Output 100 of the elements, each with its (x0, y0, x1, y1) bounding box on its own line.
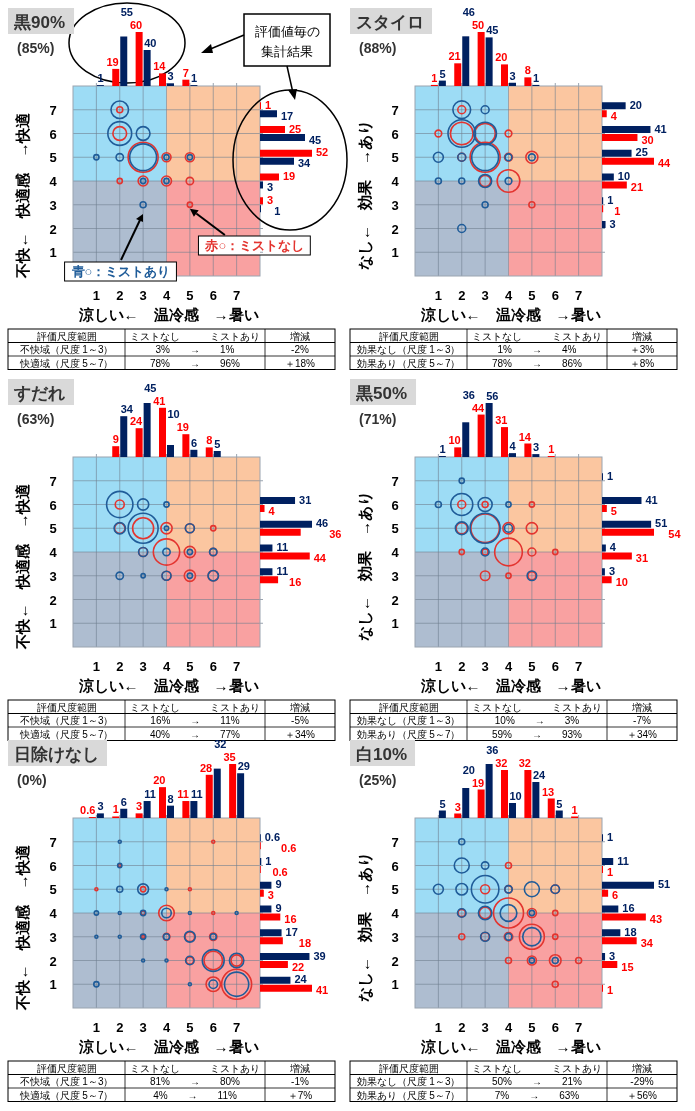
y-tick-label: 4 (391, 906, 400, 921)
data-label: 31 (635, 552, 649, 564)
data-label: 34 (298, 157, 312, 170)
data-label: 45 (486, 24, 499, 37)
data-label: 10 (617, 170, 631, 182)
text: ミストなし ミストあり (472, 1062, 602, 1074)
y-tick-label: 5 (49, 521, 57, 537)
data-label: 43 (649, 913, 663, 925)
text: -29% (630, 1076, 654, 1087)
data-label: 19 (471, 776, 485, 789)
data-label: 10 (448, 434, 461, 447)
data-label: 9 (275, 878, 282, 891)
data-label: 1 (265, 98, 272, 111)
data-label: 1 (112, 803, 119, 816)
data-label: 7 (182, 66, 189, 79)
data-label: 6 (120, 795, 127, 808)
x-tick-label: 2 (458, 1020, 466, 1035)
data-label: 55 (120, 6, 133, 18)
x-tick-label: 3 (481, 659, 489, 674)
x-tick-label: 1 (92, 659, 100, 674)
data-label: 31 (495, 414, 508, 427)
data-label: 3 (609, 217, 616, 230)
x-tick-label: 6 (551, 288, 559, 303)
y-tick-label: 5 (391, 150, 399, 166)
x-axis-title: 涼しい← 温冷感 →暑い (77, 306, 259, 323)
data-label: 29 (237, 760, 250, 773)
data-label: 8 (167, 792, 174, 805)
data-label: 10 (509, 790, 522, 802)
y-axis-title: 不快← 快適感 →快適 (14, 111, 31, 279)
text: ＋18% (284, 357, 316, 369)
data-label: 11 (144, 788, 156, 801)
text: 効果あり（尺度 5～7） (356, 357, 461, 369)
x-tick-label: 5 (186, 659, 194, 674)
text: 増減 (631, 701, 652, 713)
data-label: 3 (608, 564, 616, 577)
y-tick-label: 6 (49, 126, 57, 142)
chart-title: 黒50% (355, 384, 408, 403)
y-axis-title: なし← 効果 →あり (356, 852, 373, 1002)
data-label: 41 (645, 493, 658, 506)
data-label: 20 (153, 774, 166, 787)
text: 7% → 63% (494, 1089, 580, 1101)
y-tick-label: 7 (49, 473, 57, 489)
data-label: 16 (622, 902, 635, 914)
data-label: 15 (621, 960, 634, 973)
y-tick-label: 1 (391, 977, 399, 993)
chart-title: スタイロ (356, 13, 424, 32)
x-axis-title: 涼しい← 温冷感 →暑い (419, 677, 601, 694)
x-tick-label: 5 (528, 288, 536, 303)
data-label: 1 (265, 854, 272, 867)
text: -1% (291, 1076, 309, 1087)
chart-title: 黒90% (13, 13, 66, 32)
data-label: 19 (106, 55, 119, 68)
text: ＋34% (626, 728, 658, 740)
y-tick-label: 1 (391, 245, 399, 261)
chart-title: すだれ (13, 384, 65, 403)
text: 効果なし（尺度 1～3） (356, 715, 461, 726)
data-label: 45 (309, 133, 322, 146)
text: 評価尺度範囲 (378, 330, 439, 342)
data-label: 5 (556, 797, 563, 810)
y-tick-label: 5 (49, 882, 57, 898)
data-label: 25 (635, 146, 648, 159)
data-label: 17 (285, 925, 298, 938)
data-label: 44 (471, 401, 485, 414)
x-tick-label: 7 (233, 1020, 241, 1035)
annotation: 赤○：ミストなし (204, 238, 305, 253)
data-label: 54 (668, 528, 682, 541)
text: ＋3% (629, 344, 655, 355)
y-tick-label: 6 (49, 858, 57, 874)
x-tick-label: 3 (139, 659, 147, 674)
text: ＋56% (626, 1089, 658, 1101)
data-label: 6 (190, 436, 197, 449)
text: 効果なし（尺度 1～3） (356, 1076, 461, 1087)
text: (88%) (359, 40, 397, 56)
text: ＋8% (629, 357, 655, 369)
data-label: 22 (291, 960, 305, 973)
data-label: 51 (655, 517, 668, 530)
data-label: 34 (640, 936, 654, 949)
data-label: 44 (313, 552, 327, 564)
data-label: 16 (289, 575, 302, 588)
y-tick-label: 1 (49, 245, 57, 261)
y-tick-label: 2 (391, 592, 399, 608)
data-label: 10 (615, 575, 628, 588)
y-tick-label: 2 (49, 221, 57, 237)
data-label: 3 (267, 181, 274, 193)
data-label: 41 (153, 394, 166, 407)
y-tick-label: 6 (391, 858, 399, 874)
data-label: 1 (532, 71, 539, 84)
x-tick-label: 1 (434, 288, 442, 303)
y-tick-label: 5 (391, 882, 399, 898)
data-label: 1 (607, 193, 614, 206)
x-tick-label: 6 (551, 659, 559, 674)
data-label: 35 (223, 751, 236, 763)
y-tick-label: 3 (391, 929, 399, 945)
text: 4% → 11% (153, 1089, 237, 1101)
x-tick-label: 1 (434, 1020, 442, 1035)
y-tick-label: 4 (49, 174, 58, 189)
x-tick-label: 1 (92, 288, 100, 303)
data-label: 20 (495, 51, 508, 64)
data-label: 19 (283, 170, 296, 182)
data-label: 36 (329, 528, 342, 541)
